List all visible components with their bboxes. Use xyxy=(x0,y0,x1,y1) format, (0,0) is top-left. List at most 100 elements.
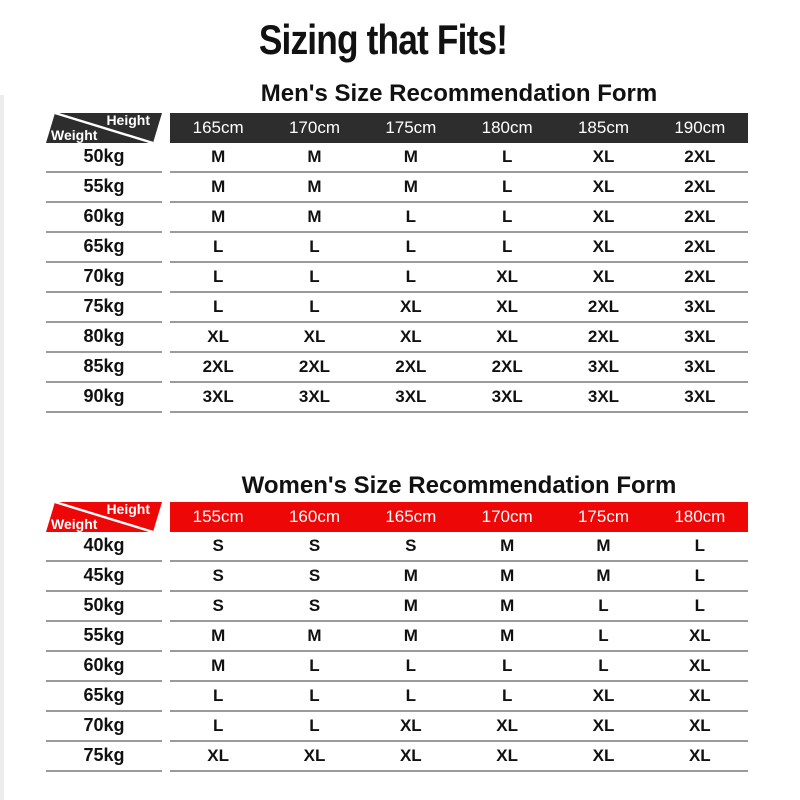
size-cell: XL xyxy=(592,716,615,735)
size-cell: M xyxy=(403,566,418,585)
size-cell: M xyxy=(500,566,515,585)
size-cell: L xyxy=(501,207,513,226)
size-cell: L xyxy=(694,566,706,585)
table-row: 60kg M L L L L XL xyxy=(46,652,757,682)
size-cell: 3XL xyxy=(395,387,427,406)
size-cell: XL xyxy=(592,207,615,226)
weight-row-header: 50kg xyxy=(46,592,162,622)
size-cell: S xyxy=(212,566,224,585)
height-column-header: 170cm xyxy=(481,507,533,526)
size-cell: L xyxy=(501,656,513,675)
table-row: 55kg M M M M L XL xyxy=(46,622,757,652)
table-row: 55kg M M M L XL 2XL xyxy=(46,173,757,203)
weight-row-header: 60kg xyxy=(46,652,162,682)
size-cell: L xyxy=(501,686,513,705)
table-row: 60kg M M L L XL 2XL xyxy=(46,203,757,233)
height-column-header: 185cm xyxy=(577,118,629,137)
size-cell: L xyxy=(598,656,609,675)
size-cells-row: M M M M L XL xyxy=(170,622,748,652)
size-cell: M xyxy=(307,147,322,166)
size-cell: 3XL xyxy=(587,357,620,376)
weight-axis-label: Weight xyxy=(51,516,98,532)
size-cell: XL xyxy=(496,297,519,316)
size-cell: 2XL xyxy=(684,237,716,256)
table-row: 45kg S S M M M L xyxy=(46,562,757,592)
womens-header-row: 155cm 160cm 165cm 170cm 175cm 180cm xyxy=(170,502,748,532)
height-column-header: 155cm xyxy=(192,507,244,526)
weight-row-header: 55kg xyxy=(46,173,162,203)
size-cells-row: L L XL XL 2XL 3XL xyxy=(170,293,748,323)
size-cells-row: 2XL 2XL 2XL 2XL 3XL 3XL xyxy=(170,353,748,383)
size-cell: XL xyxy=(207,327,230,346)
size-cells-row: M M L L XL 2XL xyxy=(170,203,748,233)
table-row: 80kg XL XL XL XL 2XL 3XL xyxy=(46,323,757,353)
womens-corner-cell: Height Weight xyxy=(46,502,162,532)
size-cell: XL xyxy=(592,237,615,256)
size-cell: M xyxy=(211,147,226,166)
size-cell: 2XL xyxy=(587,297,620,316)
size-cells-row: L L L L XL XL xyxy=(170,682,748,712)
size-cell: XL xyxy=(688,746,711,765)
height-column-header: 170cm xyxy=(288,118,340,137)
size-cell: L xyxy=(501,177,513,196)
size-cell: M xyxy=(500,536,515,555)
size-cell: XL xyxy=(688,716,711,735)
size-cell: L xyxy=(309,297,320,316)
size-cells-row: L L L L XL 2XL xyxy=(170,233,748,263)
height-column-header: 165cm xyxy=(385,507,437,526)
size-cell: XL xyxy=(592,267,615,286)
mens-table-title: Men's Size Recommendation Form xyxy=(260,80,658,107)
table-row: 90kg 3XL 3XL 3XL 3XL 3XL 3XL xyxy=(46,383,757,413)
size-cell: 2XL xyxy=(684,177,716,196)
size-cell: M xyxy=(403,147,418,166)
size-cell: M xyxy=(211,207,226,226)
size-cell: S xyxy=(308,566,321,585)
size-cells-row: M M M L XL 2XL xyxy=(170,173,748,203)
size-cell: S xyxy=(308,536,321,555)
diagonal-divider-line xyxy=(54,502,154,532)
size-cell: M xyxy=(307,177,322,196)
weight-row-header: 90kg xyxy=(46,383,162,413)
size-cell: M xyxy=(307,207,322,226)
size-cell: XL xyxy=(496,716,519,735)
size-cell: M xyxy=(211,626,226,645)
height-column-header: 190cm xyxy=(674,118,726,137)
size-cell: M xyxy=(403,177,418,196)
size-cell: M xyxy=(596,566,611,585)
table-row: 40kg S S S M M L xyxy=(46,532,757,562)
size-cell: XL xyxy=(592,746,615,765)
size-cell: XL xyxy=(496,746,519,765)
size-cell: M xyxy=(403,596,418,615)
page-title: Sizing that Fits! xyxy=(258,16,508,63)
size-cell: 2XL xyxy=(684,147,716,166)
weight-row-header: 70kg xyxy=(46,263,162,293)
size-cell: L xyxy=(405,656,417,675)
size-cell: 2XL xyxy=(395,357,427,376)
size-cell: L xyxy=(598,626,609,645)
size-cell: L xyxy=(309,656,320,675)
size-cell: M xyxy=(403,626,418,645)
height-column-header: 180cm xyxy=(674,507,726,526)
size-cell: L xyxy=(212,237,224,256)
size-cells-row: M L L L L XL xyxy=(170,652,748,682)
size-cell: XL xyxy=(399,327,422,346)
mens-corner-cell: Height Weight xyxy=(46,113,162,143)
weight-row-header: 75kg xyxy=(46,742,162,772)
height-column-header: 175cm xyxy=(577,507,629,526)
size-cell: XL xyxy=(399,746,422,765)
size-cell: XL xyxy=(592,147,615,166)
size-cell: L xyxy=(501,147,513,166)
size-cell: M xyxy=(211,656,226,675)
size-cell: XL xyxy=(592,686,615,705)
weight-row-header: 70kg xyxy=(46,712,162,742)
mens-table-body: 50kg M M M L XL 2XL 55kg M M M L XL 2XL 60kg M M L L XL 2XL 6… xyxy=(46,143,757,413)
size-cell: L xyxy=(212,267,224,286)
size-cells-row: 3XL 3XL 3XL 3XL 3XL 3XL xyxy=(170,383,748,413)
table-row: 65kg L L L L XL 2XL xyxy=(46,233,757,263)
size-cell: XL xyxy=(688,686,711,705)
size-cell: XL xyxy=(303,746,326,765)
size-cell: 3XL xyxy=(684,327,716,346)
table-row: 70kg L L XL XL XL XL xyxy=(46,712,757,742)
size-cell: L xyxy=(212,686,224,705)
